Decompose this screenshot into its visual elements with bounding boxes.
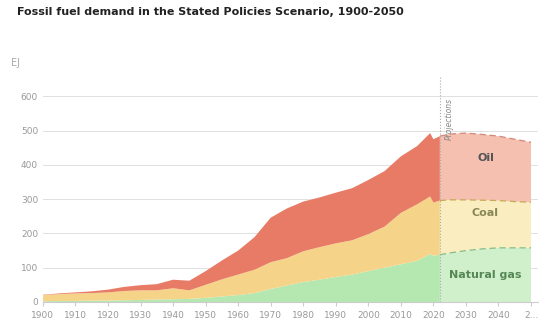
- Text: Natural gas: Natural gas: [449, 270, 522, 280]
- Text: Oil: Oil: [477, 153, 494, 163]
- Text: EJ: EJ: [11, 58, 20, 68]
- Text: Coal: Coal: [472, 208, 499, 218]
- Text: Fossil fuel demand in the Stated Policies Scenario, 1900-2050: Fossil fuel demand in the Stated Policie…: [17, 7, 403, 17]
- Text: Projections: Projections: [445, 98, 454, 140]
